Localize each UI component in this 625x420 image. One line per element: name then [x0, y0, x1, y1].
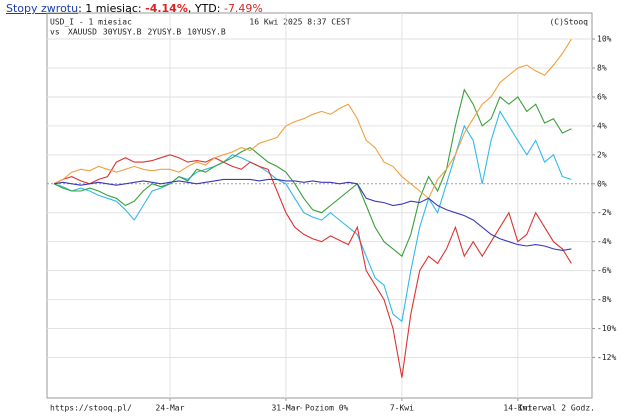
vs-label: vs — [50, 28, 60, 37]
y-tick-label: 10% — [597, 35, 612, 44]
interval-label: Interwal 2 Godz. — [518, 404, 595, 413]
x-tick-label: 31-Mar — [271, 404, 300, 413]
summary-ytd: -7.49% — [223, 2, 263, 15]
y-tick-label: 6% — [597, 92, 607, 101]
x-tick-label: 14-Kwi — [503, 404, 532, 413]
legend-entry: 2YUSY.B — [147, 28, 181, 37]
legend-entry: 30YUSY.B — [103, 28, 142, 37]
y-tick-label: -4% — [597, 237, 612, 246]
x-tick-label: 7-Kwi — [390, 404, 414, 413]
summary-link[interactable]: Stopy zwrotu — [6, 2, 79, 15]
summary: Stopy zwrotu: 1 miesiąc: -4.14%, YTD: -7… — [6, 2, 263, 15]
legend-entry: 10YUSY.B — [187, 28, 226, 37]
date-label: 16 Kwi 2025 8:37 CEST — [249, 18, 350, 27]
series-line — [53, 178, 572, 251]
y-tick-label: -8% — [597, 295, 612, 304]
y-tick-label: 8% — [597, 64, 607, 73]
footer-url: https://stooq.pl/ — [50, 404, 132, 413]
legend-entry: USD_I - 1 miesiac — [50, 18, 132, 27]
y-tick-label: 4% — [597, 121, 607, 130]
summary-period: : 1 miesiąc: — [78, 2, 142, 15]
series-line — [53, 154, 572, 378]
y-tick-label: 2% — [597, 150, 607, 159]
zero-label: Poziom 0% — [305, 404, 349, 413]
source: (C)Stooq — [549, 18, 588, 27]
y-tick-label: 0% — [597, 179, 607, 188]
y-tick-label: -2% — [597, 208, 612, 217]
series-line — [53, 88, 572, 258]
y-tick-label: -6% — [597, 266, 612, 275]
summary-1m: -4.14% — [145, 2, 188, 15]
summary-ytd-label: , YTD: — [187, 2, 221, 15]
x-tick-label: 24-Mar — [156, 404, 185, 413]
plot-frame — [46, 12, 593, 399]
series-line — [53, 38, 572, 200]
y-tick-label: -10% — [597, 324, 616, 333]
legend-entry: XAUUSD — [68, 28, 97, 37]
series-line — [53, 110, 572, 323]
y-tick-label: -12% — [597, 353, 616, 362]
